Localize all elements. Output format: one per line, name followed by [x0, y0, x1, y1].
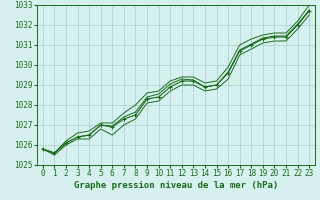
X-axis label: Graphe pression niveau de la mer (hPa): Graphe pression niveau de la mer (hPa): [74, 181, 278, 190]
